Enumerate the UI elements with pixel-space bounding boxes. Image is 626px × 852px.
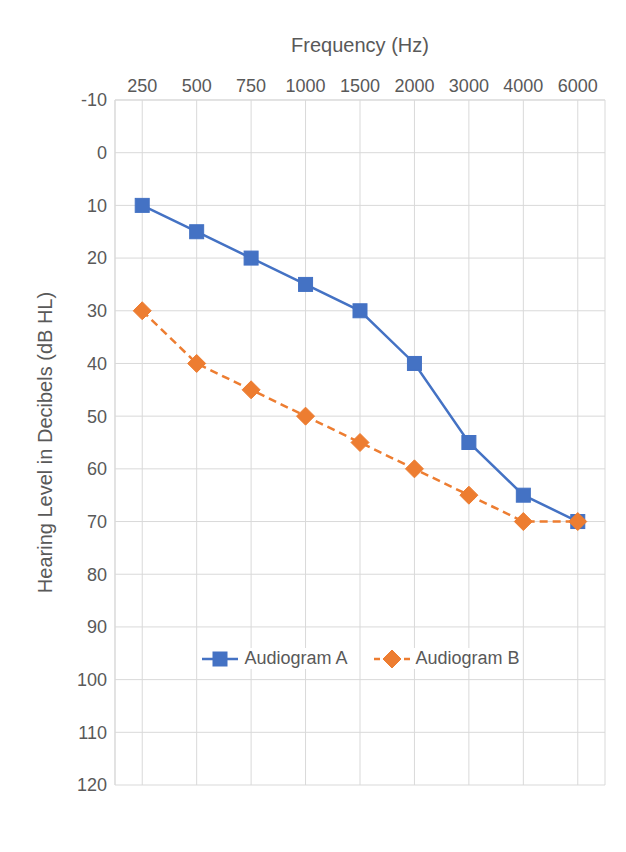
svg-text:-10: -10 <box>81 90 107 110</box>
svg-text:750: 750 <box>236 76 266 96</box>
svg-text:500: 500 <box>182 76 212 96</box>
svg-text:80: 80 <box>87 565 107 585</box>
svg-text:6000: 6000 <box>558 76 598 96</box>
svg-text:2000: 2000 <box>394 76 434 96</box>
svg-text:70: 70 <box>87 512 107 532</box>
svg-text:250: 250 <box>127 76 157 96</box>
svg-text:10: 10 <box>87 196 107 216</box>
svg-text:110: 110 <box>78 723 107 743</box>
svg-text:40: 40 <box>87 354 107 374</box>
svg-text:4000: 4000 <box>503 76 543 96</box>
svg-text:0: 0 <box>97 143 107 163</box>
svg-text:1000: 1000 <box>286 76 326 96</box>
svg-text:3000: 3000 <box>449 76 489 96</box>
svg-text:Frequency (Hz): Frequency (Hz) <box>291 34 429 56</box>
svg-text:120: 120 <box>77 775 107 795</box>
html-text:Audiogram B: Audiogram B <box>415 648 520 668</box>
svg-text:100: 100 <box>77 670 107 690</box>
svg-text:Hearing Level in Decibels (dB: Hearing Level in Decibels (dB HL) <box>34 292 56 593</box>
svg-text:90: 90 <box>87 617 107 637</box>
html-text:Audiogram A: Audiogram A <box>244 648 348 668</box>
svg-text:20: 20 <box>87 248 107 268</box>
svg-text:60: 60 <box>87 459 107 479</box>
svg-text:1500: 1500 <box>340 76 380 96</box>
svg-text:50: 50 <box>87 407 107 427</box>
svg-text:30: 30 <box>87 301 107 321</box>
